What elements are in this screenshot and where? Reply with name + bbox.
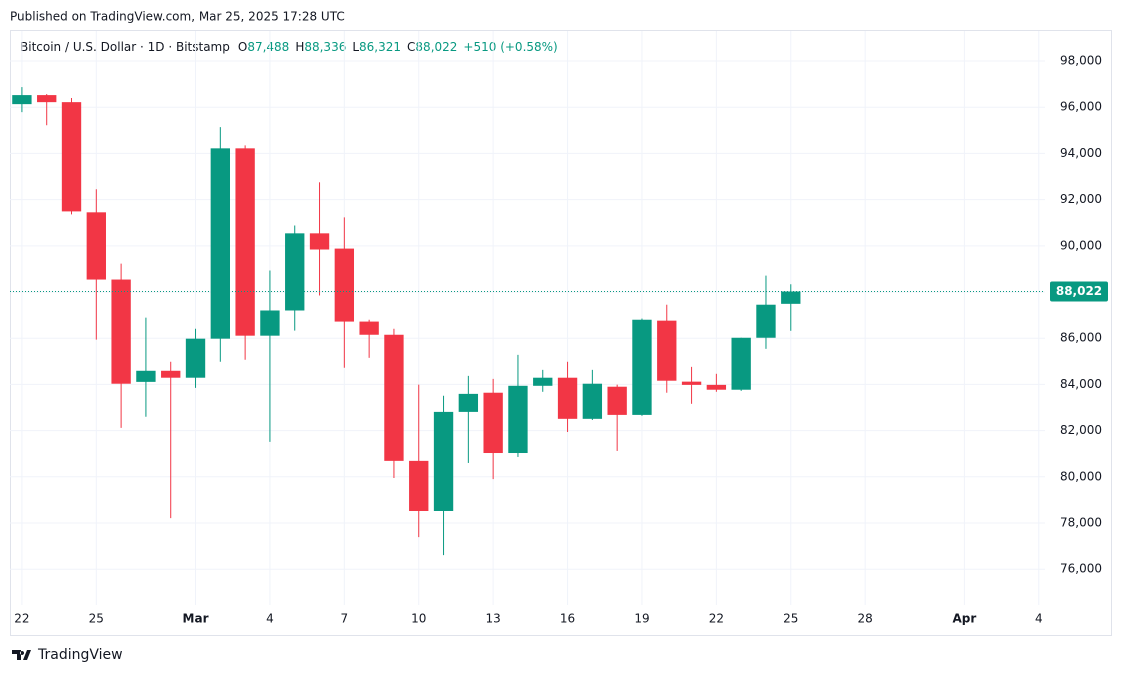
x-tick-label: 16 [560, 612, 575, 626]
x-tick-label: 4 [1035, 612, 1043, 626]
brand: TradingView [37, 647, 123, 663]
candle-body [111, 279, 131, 384]
candle-body [136, 370, 156, 382]
candle-body [37, 95, 57, 103]
x-tick-label: 19 [634, 612, 649, 626]
x-tick-label: Apr [952, 612, 976, 626]
candle-body [781, 291, 801, 304]
last-price-box [1050, 281, 1108, 302]
candle-body [557, 377, 578, 419]
y-tick-label: 84,000 [1060, 377, 1102, 391]
candle-body [607, 386, 627, 415]
ohlc-key: H [295, 40, 304, 54]
x-tick-label: 25 [89, 612, 104, 626]
ohlc-key: L [352, 40, 359, 54]
y-tick-label: 80,000 [1060, 469, 1102, 483]
last-price-label: 88,022 [1056, 284, 1102, 298]
published-note: Published on TradingView.com, Mar 25, 20… [10, 10, 345, 24]
candle-body [657, 320, 677, 381]
y-tick-label: 96,000 [1060, 100, 1102, 114]
y-tick-label: 82,000 [1060, 423, 1102, 437]
y-tick-label: 76,000 [1060, 562, 1102, 576]
candle-body [260, 310, 280, 336]
y-tick-label: 86,000 [1060, 331, 1102, 345]
candle-body [210, 148, 230, 339]
candle-body [706, 384, 727, 390]
candle-body [433, 411, 454, 511]
candle-body [185, 338, 206, 378]
candle-body [285, 233, 305, 311]
footer: TradingView [12, 647, 123, 663]
ohlc-key: O [238, 40, 247, 54]
x-tick-label: 28 [858, 612, 873, 626]
ohlc-key: C [407, 40, 415, 54]
y-tick-label: 98,000 [1060, 54, 1102, 68]
chart-frame [10, 30, 1112, 636]
candle-body [309, 233, 330, 250]
candle-body [235, 148, 255, 336]
candle-body [458, 393, 479, 412]
y-tick-label: 78,000 [1060, 516, 1102, 530]
ohlc-value: 88,022 [415, 40, 457, 54]
x-tick-label: 4 [266, 612, 274, 626]
candle-body [483, 392, 503, 454]
x-tick-label: 7 [341, 612, 349, 626]
y-tick-label: 92,000 [1060, 192, 1102, 206]
candle-body [161, 370, 181, 378]
x-tick-label: 10 [411, 612, 426, 626]
candle-body [533, 377, 553, 386]
candle-body [384, 334, 404, 461]
ohlc-value: 88,336 [304, 40, 346, 54]
x-tick-label: 25 [783, 612, 798, 626]
ohlc-value: 87,488 [247, 40, 289, 54]
candle-body [409, 460, 429, 511]
chart-title: Bitcoin / U.S. Dollar · 1D · Bitstamp [20, 40, 230, 54]
x-tick-label: Mar [183, 612, 209, 626]
ohlc-value: 86,321 [359, 40, 401, 54]
legend: Bitcoin / U.S. Dollar · 1D · Bitstamp O87… [20, 40, 558, 54]
candle-body [681, 381, 702, 385]
candle-body [731, 337, 751, 390]
y-tick-label: 90,000 [1060, 238, 1102, 252]
candle-body [756, 304, 776, 338]
x-tick-label: 22 [14, 612, 29, 626]
x-tick-label: 22 [709, 612, 724, 626]
candle-body [582, 383, 603, 419]
candle-body [508, 385, 528, 454]
candle-body [12, 95, 32, 105]
candle-body [632, 319, 652, 415]
legend-text: Bitcoin / U.S. Dollar · 1D · Bitstamp O87… [20, 40, 558, 54]
candle-body [334, 248, 355, 322]
grid [10, 31, 1045, 605]
candle-body [61, 102, 82, 212]
change-label: +510 (+0.58%) [463, 40, 557, 54]
candle-body [86, 212, 106, 280]
x-tick-label: 13 [486, 612, 501, 626]
brand-logo [12, 650, 31, 660]
y-tick-label: 94,000 [1060, 146, 1102, 160]
candle-body [359, 321, 379, 335]
